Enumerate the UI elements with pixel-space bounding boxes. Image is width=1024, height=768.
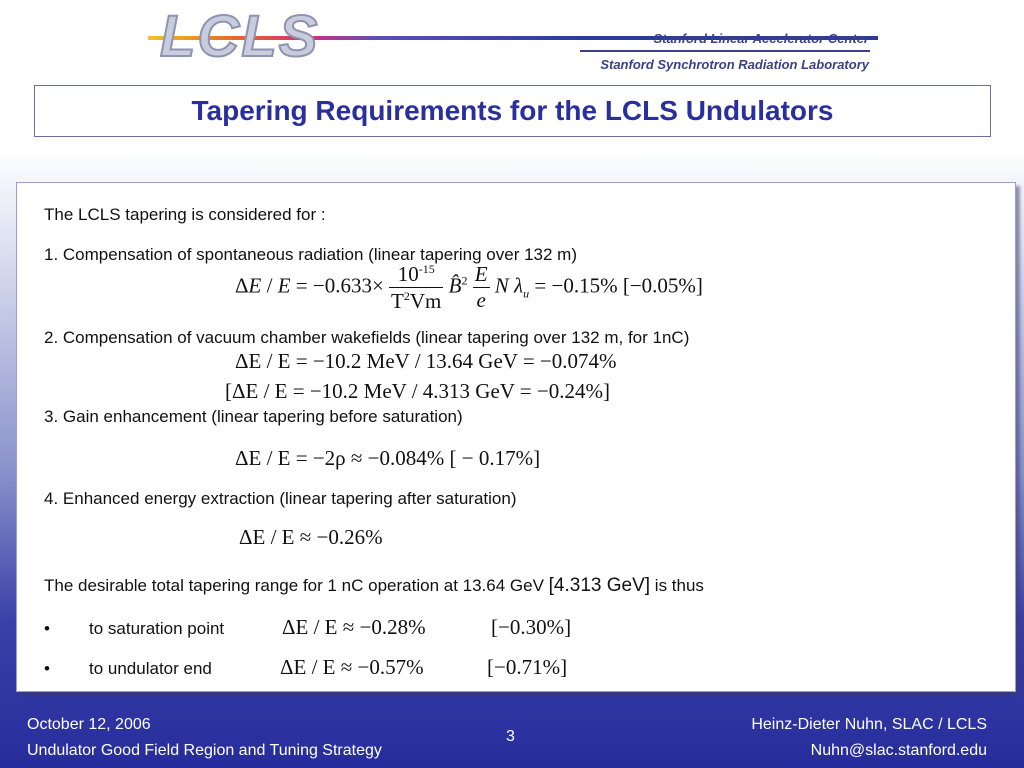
footer-author: Heinz-Dieter Nuhn, SLAC / LCLS xyxy=(751,716,987,733)
bullet-2-equation: ΔE / E ≈ −0.57% xyxy=(280,655,424,679)
summary-pre: The desirable total tapering range for 1… xyxy=(44,576,549,595)
page-number: 3 xyxy=(506,728,515,745)
equation-2a: ΔE / E = −10.2 MeV / 13.64 GeV = −0.074% xyxy=(235,349,617,373)
item-3: 3. Gain enhancement (linear tapering bef… xyxy=(44,407,463,426)
lcls-logo: LCLS xyxy=(159,4,320,69)
equation-2b: [ΔE / E = −10.2 MeV / 4.313 GeV = −0.24%… xyxy=(225,379,610,403)
bullet-1-dot: • xyxy=(44,619,50,638)
intro-text: The LCLS tapering is considered for : xyxy=(44,205,326,224)
slide-title: Tapering Requirements for the LCLS Undul… xyxy=(191,95,834,126)
bullet-1-equation: ΔE / E ≈ −0.28% xyxy=(282,615,426,639)
item-1: 1. Compensation of spontaneous radiation… xyxy=(44,245,577,264)
item-2: 2. Compensation of vacuum chamber wakefi… xyxy=(44,328,690,347)
bullet-2-bracket: [−0.71%] xyxy=(487,655,568,679)
summary-post: is thus xyxy=(650,576,704,595)
equation-4: ΔE / E ≈ −0.26% xyxy=(239,525,383,549)
bullet-1-bracket: [−0.30%] xyxy=(491,615,572,639)
bullet-1-label: to saturation point xyxy=(89,619,225,638)
footer-email: Nuhn@slac.stanford.edu xyxy=(810,742,987,759)
summary-bracket: [4.313 GeV] xyxy=(548,575,651,596)
bullet-2-label: to undulator end xyxy=(89,659,212,678)
footer-subtitle: Undulator Good Field Region and Tuning S… xyxy=(27,742,382,759)
bullet-2-dot: • xyxy=(44,659,50,678)
footer-date: October 12, 2006 xyxy=(27,716,151,733)
org-slac: Stanford Linear Accelerator Center xyxy=(653,31,869,46)
org-ssrl: Stanford Synchrotron Radiation Laborator… xyxy=(600,57,869,72)
logo-color-bar xyxy=(148,36,878,40)
summary-text: The desirable total tapering range for 1… xyxy=(44,575,704,597)
title-box: Tapering Requirements for the LCLS Undul… xyxy=(34,85,991,137)
item-4: 4. Enhanced energy extraction (linear ta… xyxy=(44,489,517,508)
equation-3: ΔE / E = −2ρ ≈ −0.084% [ − 0.17%] xyxy=(235,446,541,470)
content-panel: The LCLS tapering is considered for : 1.… xyxy=(16,182,1016,692)
header-divider xyxy=(580,50,870,52)
